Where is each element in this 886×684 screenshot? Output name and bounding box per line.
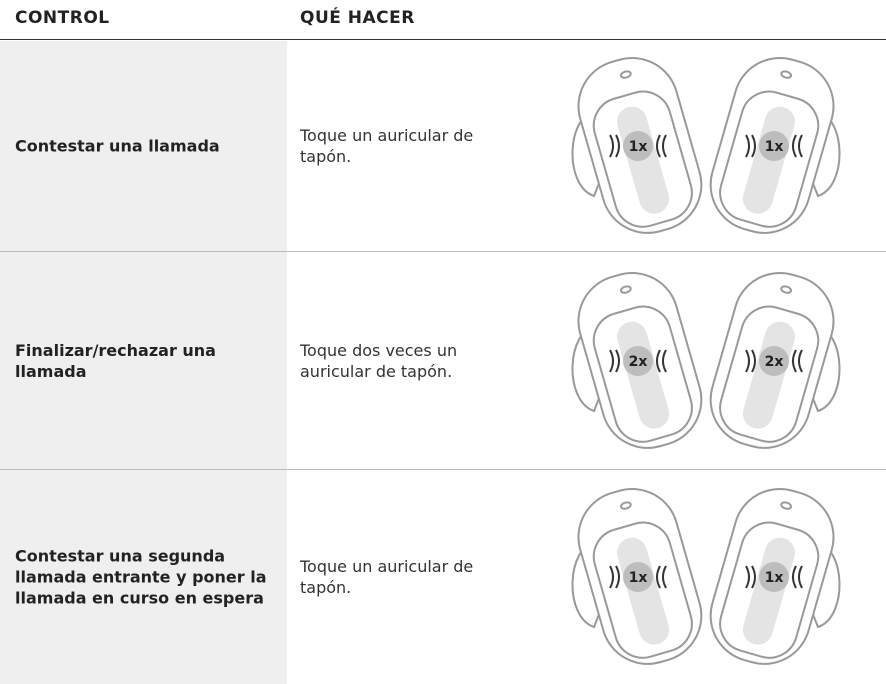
tap-wave — [745, 565, 750, 589]
tap-wave — [798, 134, 803, 158]
tap-wave — [745, 349, 750, 372]
tap-wave — [609, 565, 614, 589]
tap-count: 1x — [765, 139, 784, 155]
action-cell: Toque un auricular de tapón. — [300, 126, 474, 166]
tap-wave — [798, 565, 803, 589]
control-cell: Finalizar/rechazar una llamada — [15, 340, 216, 381]
earbuds-illustration: 1x 1x — [571, 487, 841, 665]
tap-indicator: 1x — [745, 131, 803, 161]
badge-circle — [623, 345, 653, 376]
tap-count: 1x — [629, 139, 648, 155]
mic-hole — [619, 501, 632, 510]
tap-wave — [662, 134, 667, 158]
tap-wave — [656, 134, 661, 158]
tap-wave — [792, 349, 797, 372]
control-column-bg — [0, 41, 287, 684]
tap-indicator: 2x — [745, 345, 803, 376]
action-cell: Toque un auricular de tapón. — [300, 557, 474, 597]
tap-indicator: 1x — [609, 562, 667, 592]
tap-wave — [751, 565, 756, 589]
badge-circle — [759, 131, 789, 161]
badge-circle — [623, 562, 653, 592]
tap-wave — [609, 134, 614, 158]
tap-wave — [656, 349, 661, 372]
mic-hole — [780, 501, 793, 510]
tap-wave — [792, 565, 797, 589]
tap-indicator: 2x — [609, 345, 667, 376]
header-action: QUÉ HACER — [300, 8, 415, 28]
tap-indicator: 1x — [609, 131, 667, 161]
badge-circle — [759, 345, 789, 376]
tap-wave — [662, 565, 667, 589]
earbuds-illustration: 2x 2x — [571, 271, 841, 449]
tap-count: 1x — [629, 570, 648, 586]
table-row: Contestar una llamada Toque un auricular … — [0, 41, 886, 252]
mic-hole — [780, 70, 793, 79]
tap-wave — [656, 565, 661, 589]
mic-hole — [780, 284, 793, 294]
tap-wave — [751, 349, 756, 372]
badge-circle — [759, 562, 789, 592]
tap-count: 1x — [765, 570, 784, 586]
tap-wave — [745, 134, 750, 158]
earbuds-illustration: 1x 1x — [571, 56, 841, 234]
tap-count: 2x — [629, 354, 648, 370]
tap-wave — [615, 134, 620, 158]
tap-wave — [792, 134, 797, 158]
table-header: CONTROL QUÉ HACER — [0, 0, 886, 40]
tap-count: 2x — [765, 354, 784, 370]
tap-wave — [798, 349, 803, 372]
control-cell: Contestar una llamada — [15, 136, 220, 156]
action-cell: Toque dos veces un auricular de tapón. — [300, 340, 458, 381]
tap-wave — [751, 134, 756, 158]
table-row: Finalizar/rechazar una llamada Toque dos … — [0, 252, 886, 470]
tap-wave — [662, 349, 667, 372]
tap-wave — [615, 349, 620, 372]
header-control: CONTROL — [15, 8, 110, 28]
badge-circle — [623, 131, 653, 161]
tap-wave — [609, 349, 614, 372]
tap-indicator: 1x — [745, 562, 803, 592]
control-cell: Contestar una segunda llamada entrante y… — [15, 546, 267, 608]
mic-hole — [619, 284, 632, 294]
tap-wave — [615, 565, 620, 589]
table-row: Contestar una segunda llamada entrante y… — [0, 470, 886, 684]
mic-hole — [619, 70, 632, 79]
